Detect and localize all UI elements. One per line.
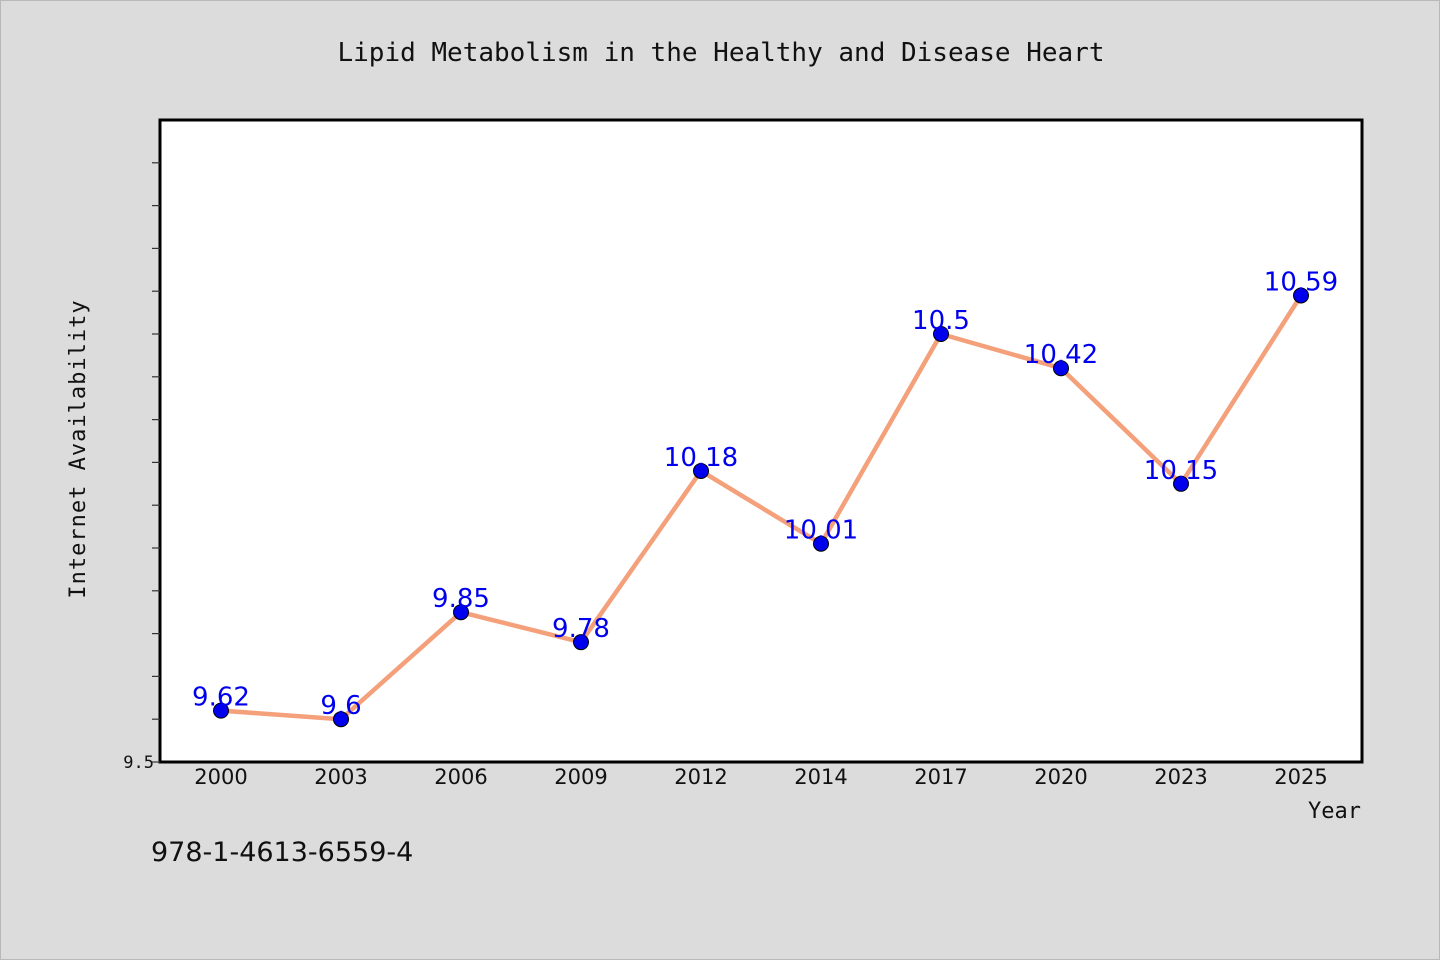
data-point: [933, 326, 949, 342]
y-axis-label: Internet Availability: [66, 299, 91, 598]
y-axis-ticks: [152, 162, 160, 763]
data-point: [1173, 475, 1189, 492]
x-tick-label: 2020: [1034, 765, 1087, 789]
x-tick-label: 2003: [314, 765, 367, 789]
data-label: 10.18: [664, 443, 738, 473]
x-tick-label: 2017: [914, 765, 967, 789]
x-tick-label: 2023: [1154, 765, 1207, 789]
data-label: 10.42: [1024, 340, 1098, 370]
series-line: [220, 294, 1303, 722]
x-tick-label: 2000: [194, 765, 247, 789]
data-label: 9.62: [192, 683, 250, 713]
series-markers: [213, 287, 1309, 728]
chart-title: Lipid Metabolism in the Healthy and Dise…: [337, 38, 1104, 68]
data-point: [573, 634, 589, 651]
data-label: 10.59: [1264, 267, 1338, 297]
data-point: [1293, 287, 1309, 304]
data-label: 9.6: [320, 691, 361, 721]
x-tick-label: 2012: [674, 765, 727, 789]
plot-area: [158, 118, 1364, 764]
x-tick-label: 2014: [794, 765, 847, 789]
x-tick-label: 2025: [1274, 765, 1327, 789]
isbn-footer: 978-1-4613-6559-4: [151, 837, 414, 868]
data-label: 10.5: [912, 306, 970, 336]
data-point: [813, 535, 829, 552]
series-polyline: [220, 294, 1303, 722]
data-point: [213, 702, 229, 719]
x-tick-label: 2009: [554, 765, 607, 789]
x-tick-label: 2006: [434, 765, 487, 789]
data-point: [1053, 360, 1069, 377]
x-axis-tick-labels: 2000 2003 2006 2009 2012 2014 2017 2020 2023 2025: [194, 765, 1327, 789]
x-axis-label: Year: [1308, 799, 1361, 824]
data-label: 10.15: [1144, 456, 1218, 486]
data-point: [693, 462, 709, 479]
data-point: [453, 604, 469, 621]
data-label: 10.01: [784, 516, 858, 546]
data-point: [333, 711, 349, 728]
data-label: 9.85: [432, 584, 490, 614]
data-labels: 9.62 9.6 9.85 9.78 10.18 10.01 10.5 10.42 10.15 1…: [192, 267, 1338, 721]
y-tick-label: 9.5: [123, 753, 154, 773]
data-label: 9.78: [552, 614, 610, 644]
